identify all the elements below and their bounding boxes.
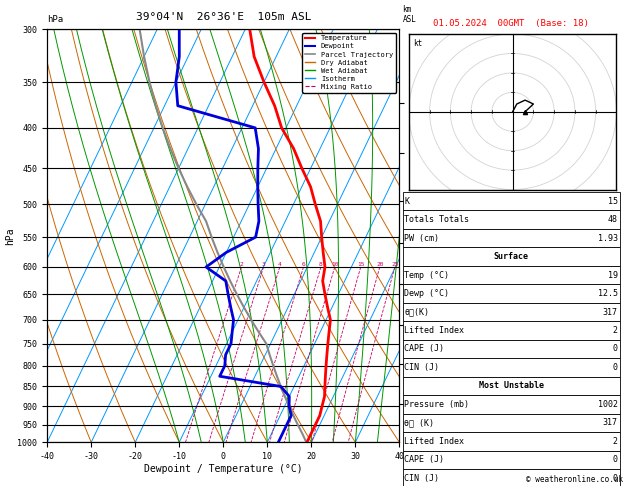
- Text: CIN (J): CIN (J): [404, 474, 440, 483]
- Text: 0: 0: [613, 345, 618, 353]
- Text: 0: 0: [613, 363, 618, 372]
- Text: CAPE (J): CAPE (J): [404, 455, 445, 464]
- Text: 15: 15: [357, 262, 364, 267]
- Text: Dewp (°C): Dewp (°C): [404, 289, 450, 298]
- Y-axis label: hPa: hPa: [4, 227, 14, 244]
- Text: 1LCL: 1LCL: [403, 408, 420, 414]
- Text: 25: 25: [391, 262, 399, 267]
- Text: 4: 4: [278, 262, 282, 267]
- Text: 317: 317: [603, 418, 618, 427]
- Text: 10: 10: [331, 262, 338, 267]
- Text: Totals Totals: Totals Totals: [404, 215, 469, 224]
- Text: 0: 0: [613, 455, 618, 464]
- Text: K: K: [404, 197, 409, 206]
- Text: PW (cm): PW (cm): [404, 234, 440, 243]
- Text: 0: 0: [613, 474, 618, 483]
- Text: 12.5: 12.5: [598, 289, 618, 298]
- Text: 2: 2: [613, 437, 618, 446]
- Text: 19: 19: [608, 271, 618, 279]
- Text: Surface: Surface: [494, 252, 528, 261]
- Text: 2: 2: [613, 326, 618, 335]
- Text: 317: 317: [603, 308, 618, 316]
- Text: km
ASL: km ASL: [403, 5, 416, 24]
- Y-axis label: Mixing Ratio (g/kg): Mixing Ratio (g/kg): [416, 192, 426, 279]
- Text: 1.93: 1.93: [598, 234, 618, 243]
- Text: θᴄ(K): θᴄ(K): [404, 308, 430, 316]
- Text: 20: 20: [376, 262, 384, 267]
- Text: 3: 3: [262, 262, 265, 267]
- X-axis label: Dewpoint / Temperature (°C): Dewpoint / Temperature (°C): [144, 464, 303, 474]
- Text: Pressure (mb): Pressure (mb): [404, 400, 469, 409]
- Text: 2: 2: [240, 262, 243, 267]
- Legend: Temperature, Dewpoint, Parcel Trajectory, Dry Adiabat, Wet Adiabat, Isotherm, Mi: Temperature, Dewpoint, Parcel Trajectory…: [302, 33, 396, 93]
- Text: 15: 15: [608, 197, 618, 206]
- Text: θᴄ (K): θᴄ (K): [404, 418, 435, 427]
- Text: 48: 48: [608, 215, 618, 224]
- Text: Temp (°C): Temp (°C): [404, 271, 450, 279]
- Text: CAPE (J): CAPE (J): [404, 345, 445, 353]
- Text: kt: kt: [413, 39, 422, 48]
- Text: Lifted Index: Lifted Index: [404, 437, 464, 446]
- Text: 8: 8: [319, 262, 323, 267]
- Text: hPa: hPa: [47, 15, 64, 24]
- Text: Lifted Index: Lifted Index: [404, 326, 464, 335]
- Text: Most Unstable: Most Unstable: [479, 382, 543, 390]
- Text: 6: 6: [302, 262, 305, 267]
- Text: 39°04'N  26°36'E  105m ASL: 39°04'N 26°36'E 105m ASL: [135, 12, 311, 22]
- Text: CIN (J): CIN (J): [404, 363, 440, 372]
- Text: 1002: 1002: [598, 400, 618, 409]
- Text: © weatheronline.co.uk: © weatheronline.co.uk: [526, 474, 623, 484]
- Text: 01.05.2024  00GMT  (Base: 18): 01.05.2024 00GMT (Base: 18): [433, 19, 589, 28]
